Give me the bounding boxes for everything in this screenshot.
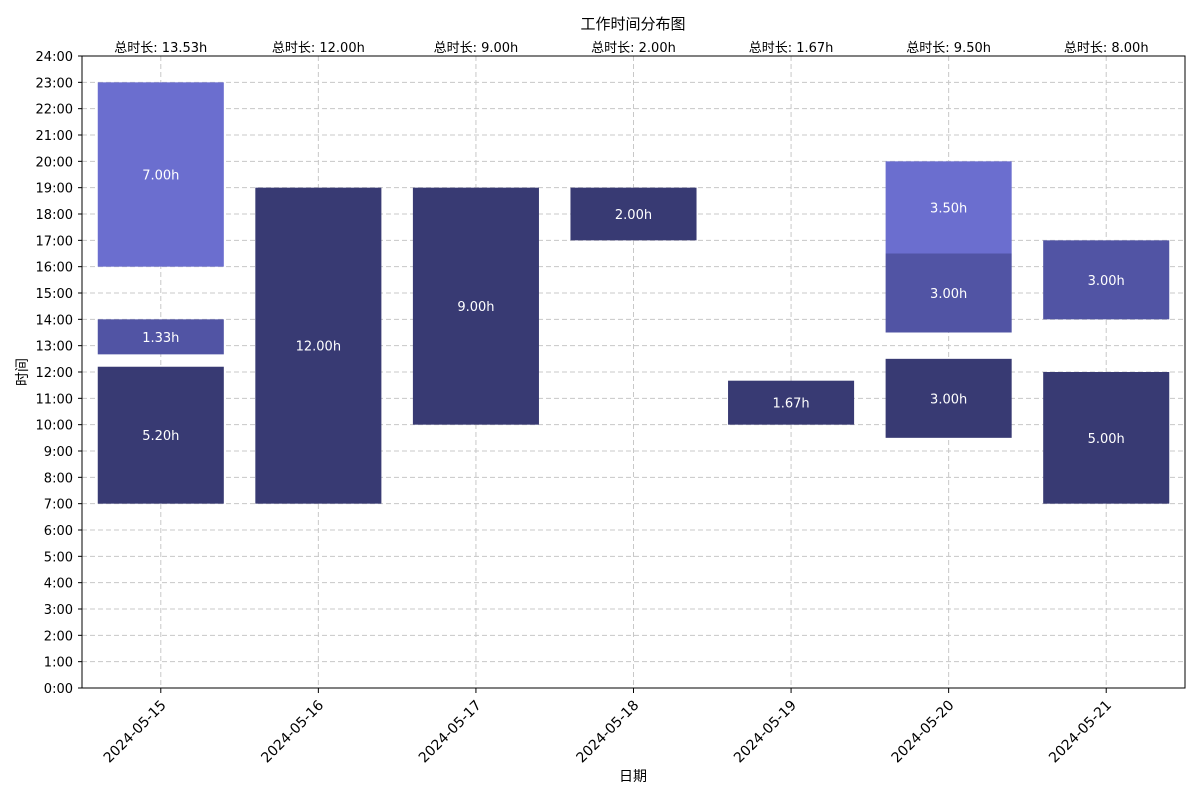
x-tick-label: 2024-05-15	[101, 698, 170, 767]
bar-segment	[97, 82, 224, 267]
chart-title: 工作时间分布图	[580, 15, 685, 33]
y-tick-label: 7:00	[44, 498, 73, 513]
y-axis-label: 时间	[15, 358, 31, 386]
y-tick-label: 18:00	[36, 208, 73, 223]
x-tick-label: 2024-05-18	[573, 698, 642, 767]
y-tick-label: 24:00	[36, 50, 73, 65]
y-tick-label: 23:00	[36, 76, 73, 91]
bar-segment-label: 5.20h	[142, 429, 179, 444]
bar-segment-label: 1.67h	[772, 397, 809, 412]
bar-segment-label: 3.00h	[930, 287, 967, 302]
bar-segment	[97, 366, 224, 504]
y-tick-label: 19:00	[36, 182, 73, 197]
y-tick-label: 14:00	[36, 313, 73, 328]
total-duration-label: 总时长: 8.00h	[1064, 41, 1149, 56]
bar-segment-label: 2.00h	[615, 208, 652, 223]
y-tick-label: 12:00	[36, 366, 73, 381]
x-tick-label: 2024-05-20	[889, 698, 958, 767]
y-tick-label: 3:00	[44, 603, 73, 618]
bar-segment	[728, 380, 855, 425]
bar-segment	[1043, 240, 1170, 320]
y-tick-label: 16:00	[36, 261, 73, 276]
bar-segment-label: 7.00h	[142, 169, 179, 184]
bar-segment-label: 3.00h	[930, 392, 967, 407]
y-tick-label: 2:00	[44, 629, 73, 644]
y-tick-label: 9:00	[44, 445, 73, 460]
y-tick-label: 0:00	[44, 682, 73, 697]
bar-segment-label: 12.00h	[296, 340, 341, 355]
bar-segment	[255, 187, 382, 504]
bar-segment-label: 3.00h	[1088, 274, 1125, 289]
total-duration-labels: 总时长: 13.53h 总时长: 12.00h 总时长: 9.00h 总时长: 2.0…	[114, 41, 1148, 56]
bar-segment	[412, 187, 539, 425]
x-tick-label: 2024-05-16	[258, 697, 327, 766]
grid-lines	[82, 55, 1185, 689]
y-tick-label: 4:00	[44, 577, 73, 592]
x-tick-label: 2024-05-17	[416, 698, 485, 767]
bar-segment	[570, 187, 697, 241]
y-tick-label: 6:00	[44, 524, 73, 539]
y-tick-label: 15:00	[36, 287, 73, 302]
y-tick-label: 22:00	[36, 103, 73, 118]
bar-segment-label: 9.00h	[457, 300, 494, 315]
y-tick-label: 20:00	[36, 155, 73, 170]
total-duration-label: 总时长: 12.00h	[272, 41, 365, 56]
bar-segment	[97, 319, 224, 355]
bar-segment-label: 3.50h	[930, 201, 967, 216]
y-tick-label: 10:00	[36, 419, 73, 434]
y-tick-label: 8:00	[44, 471, 73, 486]
y-tick-label: 5:00	[44, 550, 73, 565]
bar-segment	[885, 358, 1012, 438]
x-axis: 2024-05-15 2024-05-16 2024-05-17 2024-05-18…	[101, 688, 1115, 766]
total-duration-label: 总时长: 13.53h	[114, 41, 207, 56]
y-tick-label: 13:00	[36, 340, 73, 355]
total-duration-label: 总时长: 9.00h	[434, 41, 519, 56]
total-duration-label: 总时长: 2.00h	[591, 41, 676, 56]
x-axis-label: 日期	[619, 769, 647, 785]
y-axis: 0:00 1:00 2:00 3:00 4:00 5:00 6:00 7:00 8:00 9:00…	[36, 50, 82, 697]
bar-segment	[1043, 372, 1170, 504]
total-duration-label: 总时长: 1.67h	[749, 41, 834, 56]
y-tick-label: 11:00	[36, 392, 73, 407]
y-tick-label: 17:00	[36, 234, 73, 249]
bar-segment-label: 1.33h	[142, 331, 179, 346]
y-tick-label: 21:00	[36, 129, 73, 144]
total-duration-label: 总时长: 9.50h	[906, 41, 991, 56]
bar-segment-label: 5.00h	[1088, 432, 1125, 447]
bar-segment	[885, 161, 1012, 254]
x-tick-label: 2024-05-19	[731, 698, 800, 767]
y-tick-label: 1:00	[44, 656, 73, 671]
bar-segment	[885, 253, 1012, 333]
x-tick-label: 2024-05-21	[1046, 698, 1115, 767]
bar-segments: 5.20h 1.33h 7.00h 12.00h 9.00h 2.00h 1.67h 3.00…	[97, 82, 1170, 504]
